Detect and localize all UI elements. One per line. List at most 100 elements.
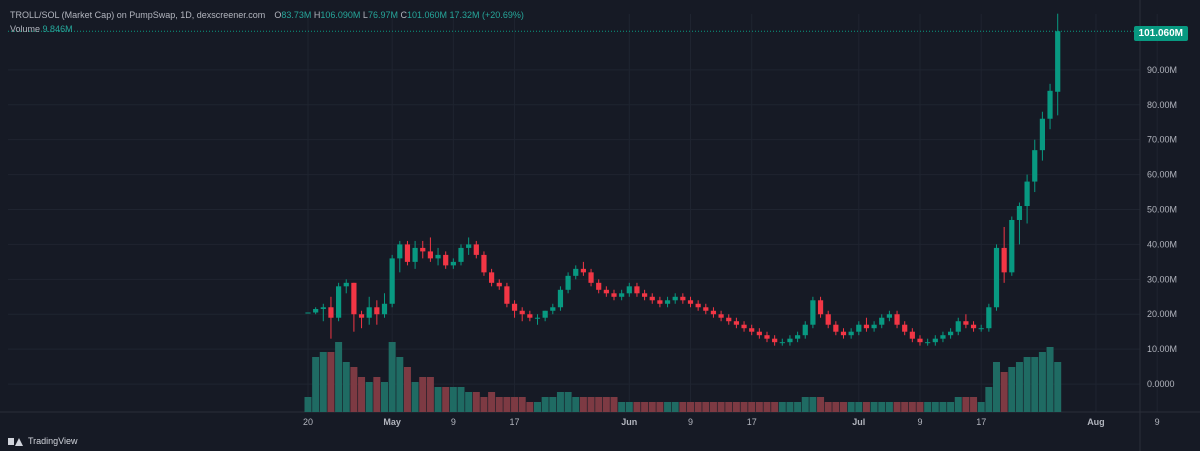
x-tick-label: May: [383, 417, 401, 427]
x-tick-label: Aug: [1087, 417, 1105, 427]
candle-body: [795, 335, 801, 339]
candle-body: [343, 282, 349, 287]
candle-body: [466, 244, 472, 248]
y-tick-label: 80.00M: [1147, 100, 1177, 110]
candle-body: [596, 282, 602, 290]
legend-open-label: O: [274, 10, 282, 20]
volume-bar: [970, 397, 978, 412]
legend-open-value: 83.73M: [281, 10, 312, 20]
candle-body: [978, 328, 984, 330]
volume-bar: [702, 402, 710, 412]
volume-bar: [939, 402, 947, 412]
volume-bar: [1008, 367, 1016, 412]
candle-body: [550, 307, 556, 311]
candle-body: [718, 314, 724, 318]
volume-bar: [878, 402, 886, 412]
volume-bar: [411, 382, 419, 412]
candle-body: [603, 289, 609, 294]
candle-body: [802, 324, 808, 336]
volume-bar: [801, 397, 809, 412]
volume-bar: [564, 392, 572, 412]
candle-body: [833, 324, 839, 332]
y-tick-label: 20.00M: [1147, 309, 1177, 319]
volume-bar: [358, 377, 366, 412]
volume-bar: [602, 397, 610, 412]
volume-bar: [648, 402, 656, 412]
candle-body: [374, 307, 380, 315]
volume-bar: [442, 387, 450, 412]
volume-bar: [419, 377, 427, 412]
candle-body: [305, 312, 311, 314]
volume-bar: [327, 352, 335, 412]
candle-body: [817, 300, 824, 315]
volume-bar: [870, 402, 878, 412]
volume-bar: [893, 402, 901, 412]
volume-bar: [503, 397, 511, 412]
candle-body: [863, 324, 870, 329]
candle-body: [695, 303, 701, 308]
candle-body: [320, 307, 326, 310]
volume-bar: [403, 367, 411, 412]
candle-body: [496, 282, 502, 287]
candle-body: [1032, 150, 1038, 182]
volume-bar: [993, 362, 1000, 412]
legend-high-value: 106.090M: [320, 10, 361, 20]
volume-bar: [855, 402, 863, 412]
candlesticks: [305, 13, 1061, 346]
volume-bar: [595, 397, 603, 412]
candle-body: [519, 310, 525, 315]
y-tick-label: 70.00M: [1147, 135, 1177, 145]
y-tick-label: 60.00M: [1147, 170, 1177, 180]
x-tick-label: 9: [1155, 417, 1160, 427]
volume-bar: [465, 392, 473, 412]
candle-body: [389, 258, 395, 304]
candle-body: [1009, 219, 1015, 273]
candle-body: [420, 247, 426, 252]
volume-bar: [534, 402, 541, 412]
candle-body: [986, 307, 992, 329]
chart-legend: TROLL/SOL (Market Cap) on PumpSwap, 1D, …: [10, 8, 524, 36]
candle-body: [351, 282, 357, 315]
candle-body: [313, 309, 319, 313]
volume-bar: [526, 402, 534, 412]
volume-bar: [449, 387, 457, 412]
candle-body: [932, 338, 938, 343]
volume-bar: [342, 362, 350, 412]
candle-body: [435, 254, 441, 259]
legend-low-value: 76.97M: [367, 10, 398, 20]
x-tick-label: 9: [451, 417, 456, 427]
volume-bar: [1038, 352, 1046, 412]
volume-bar: [625, 402, 633, 412]
candle-body: [626, 286, 632, 294]
candle-body: [412, 247, 418, 262]
x-tick-label: 20: [303, 417, 313, 427]
candle-body: [772, 338, 778, 343]
volume-bar: [824, 402, 832, 412]
candle-body: [1001, 247, 1007, 273]
x-tick-label: 9: [688, 417, 693, 427]
volume-bar: [840, 402, 847, 412]
candle-body: [443, 254, 449, 266]
volume-bar: [1046, 347, 1054, 412]
candle-body: [1016, 206, 1023, 220]
candle-body: [886, 314, 892, 318]
legend-close-value: 101.060M: [406, 10, 448, 20]
volume-bar: [717, 402, 725, 412]
candle-body: [489, 272, 495, 283]
tradingview-logo[interactable]: TradingView: [8, 436, 78, 446]
candle-body: [1039, 118, 1045, 151]
volume-bar: [794, 402, 802, 412]
volume-bar: [457, 387, 465, 412]
candle-body: [557, 289, 564, 308]
candle-body: [1055, 31, 1061, 92]
volume-bar: [1023, 357, 1031, 412]
candle-body: [328, 307, 334, 318]
candle-body: [450, 261, 456, 266]
volume-bars: [304, 342, 1062, 412]
candle-body: [1047, 90, 1053, 119]
candle-body: [381, 303, 388, 315]
volume-bar: [847, 402, 855, 412]
volume-bar: [916, 402, 924, 412]
